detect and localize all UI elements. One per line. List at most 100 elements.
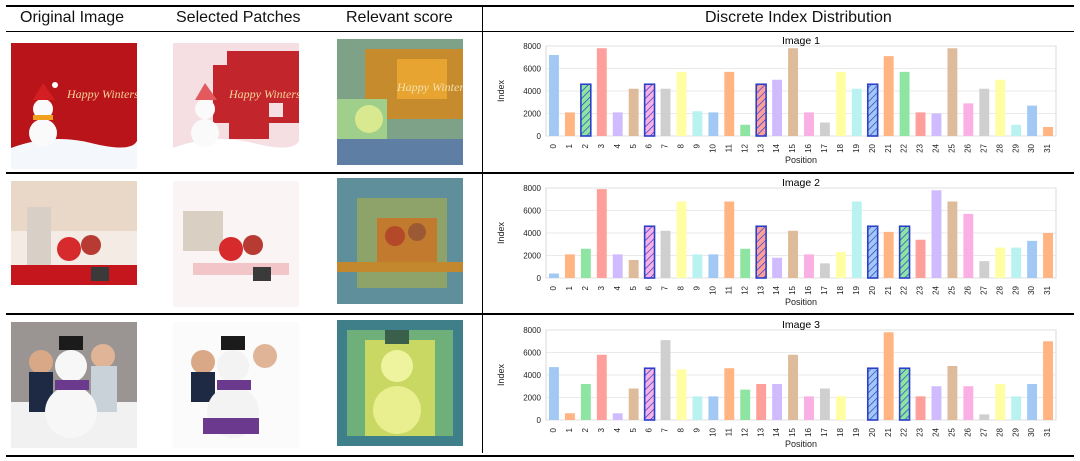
x-tick-label: 3 xyxy=(597,427,606,432)
x-tick-label: 8 xyxy=(677,427,686,432)
x-tick-label: 14 xyxy=(772,427,781,436)
bar-18 xyxy=(835,396,846,420)
x-tick-label: 15 xyxy=(788,427,797,436)
bar-14 xyxy=(772,257,783,278)
x-tick-label: 20 xyxy=(868,285,877,294)
y-axis-label: Index xyxy=(496,79,506,102)
bar-17 xyxy=(819,388,830,420)
header-original: Original Image xyxy=(20,9,125,26)
x-tick-label: 20 xyxy=(868,143,877,152)
x-tick-label: 16 xyxy=(804,143,813,152)
relevant-score-3 xyxy=(337,320,463,446)
bar-4 xyxy=(612,254,623,278)
x-tick-label: 18 xyxy=(836,427,845,436)
x-tick-label: 29 xyxy=(1011,427,1020,436)
bar-27 xyxy=(979,88,990,136)
y-tick-label: 2000 xyxy=(523,252,541,261)
x-tick-label: 12 xyxy=(740,143,749,152)
bar-highlighted-20 xyxy=(866,367,879,421)
x-tick-label: 21 xyxy=(884,143,893,152)
bar-16 xyxy=(804,254,814,278)
bar-28 xyxy=(995,384,1006,420)
x-axis-label: Position xyxy=(785,297,817,307)
bar-4 xyxy=(612,112,623,136)
bar-29 xyxy=(1011,247,1022,278)
x-tick-label: 21 xyxy=(884,285,893,294)
x-tick-label: 14 xyxy=(772,143,781,152)
x-tick-label: 25 xyxy=(948,427,957,436)
x-tick-label: 23 xyxy=(916,427,925,436)
x-tick-label: 0 xyxy=(549,285,558,290)
header-rule xyxy=(6,31,1074,32)
bar-0 xyxy=(549,55,559,136)
bar-highlighted-2 xyxy=(580,83,592,137)
x-axis-label: Position xyxy=(785,155,817,165)
x-tick-label: 8 xyxy=(677,285,686,290)
bar-9 xyxy=(692,396,703,420)
y-tick-label: 0 xyxy=(537,274,542,283)
bar-10 xyxy=(708,112,719,136)
x-tick-label: 26 xyxy=(963,143,972,152)
bar-11 xyxy=(724,368,735,420)
x-tick-label: 29 xyxy=(1011,285,1020,294)
bar-27 xyxy=(979,414,990,420)
bar-28 xyxy=(995,79,1006,136)
bar-22 xyxy=(899,71,910,136)
bar-8 xyxy=(676,369,687,420)
x-tick-label: 22 xyxy=(900,143,909,152)
x-tick-label: 31 xyxy=(1043,285,1052,294)
bar-8 xyxy=(676,201,687,278)
bar-21 xyxy=(883,332,894,420)
original-image-1: Happy Winters xyxy=(11,43,137,169)
bar-24 xyxy=(931,190,942,278)
x-tick-label: 31 xyxy=(1043,427,1052,436)
bar-30 xyxy=(1027,105,1038,136)
bar-highlighted-6 xyxy=(643,367,656,421)
bar-9 xyxy=(692,111,703,136)
bar-8 xyxy=(676,71,687,136)
bar-highlighted-20 xyxy=(866,225,879,279)
bar-17 xyxy=(819,263,830,278)
x-tick-label: 15 xyxy=(788,285,797,294)
x-tick-label: 13 xyxy=(756,427,765,436)
x-tick-label: 26 xyxy=(963,285,972,294)
bar-highlighted-13 xyxy=(755,225,767,279)
x-tick-label: 31 xyxy=(1043,143,1052,152)
original-image-2 xyxy=(11,181,137,307)
y-tick-label: 0 xyxy=(537,132,542,141)
bar-5 xyxy=(628,88,639,136)
bar-highlighted-13 xyxy=(755,83,767,137)
x-tick-label: 4 xyxy=(613,143,622,148)
x-tick-label: 27 xyxy=(979,143,988,152)
bar-12 xyxy=(740,389,751,420)
x-tick-label: 2 xyxy=(581,143,590,148)
column-divider xyxy=(482,6,483,453)
bar-12 xyxy=(740,248,751,278)
x-tick-label: 15 xyxy=(788,143,797,152)
x-tick-label: 8 xyxy=(677,143,686,148)
y-axis-label: Index xyxy=(496,221,506,244)
x-tick-label: 24 xyxy=(932,143,941,152)
x-tick-label: 5 xyxy=(629,427,638,432)
svg-text:Happy Winters: Happy Winters xyxy=(66,87,137,101)
relevant-score-2 xyxy=(337,178,463,304)
x-tick-label: 30 xyxy=(1027,143,1036,152)
x-tick-label: 1 xyxy=(565,143,574,148)
x-tick-label: 18 xyxy=(836,143,845,152)
x-tick-label: 16 xyxy=(804,285,813,294)
x-tick-label: 2 xyxy=(581,285,590,290)
bar-0 xyxy=(549,367,559,420)
x-tick-label: 11 xyxy=(724,427,733,436)
original-image-3 xyxy=(11,322,137,448)
y-tick-label: 8000 xyxy=(523,184,541,193)
x-tick-label: 3 xyxy=(597,285,606,290)
bar-7 xyxy=(660,230,671,278)
selected-patches-3 xyxy=(173,322,299,448)
x-tick-label: 30 xyxy=(1027,427,1036,436)
x-tick-label: 18 xyxy=(836,285,845,294)
bar-7 xyxy=(660,340,671,420)
x-tick-label: 13 xyxy=(756,285,765,294)
bar-30 xyxy=(1027,240,1038,278)
x-tick-label: 19 xyxy=(852,427,861,436)
bar-23 xyxy=(915,112,926,136)
